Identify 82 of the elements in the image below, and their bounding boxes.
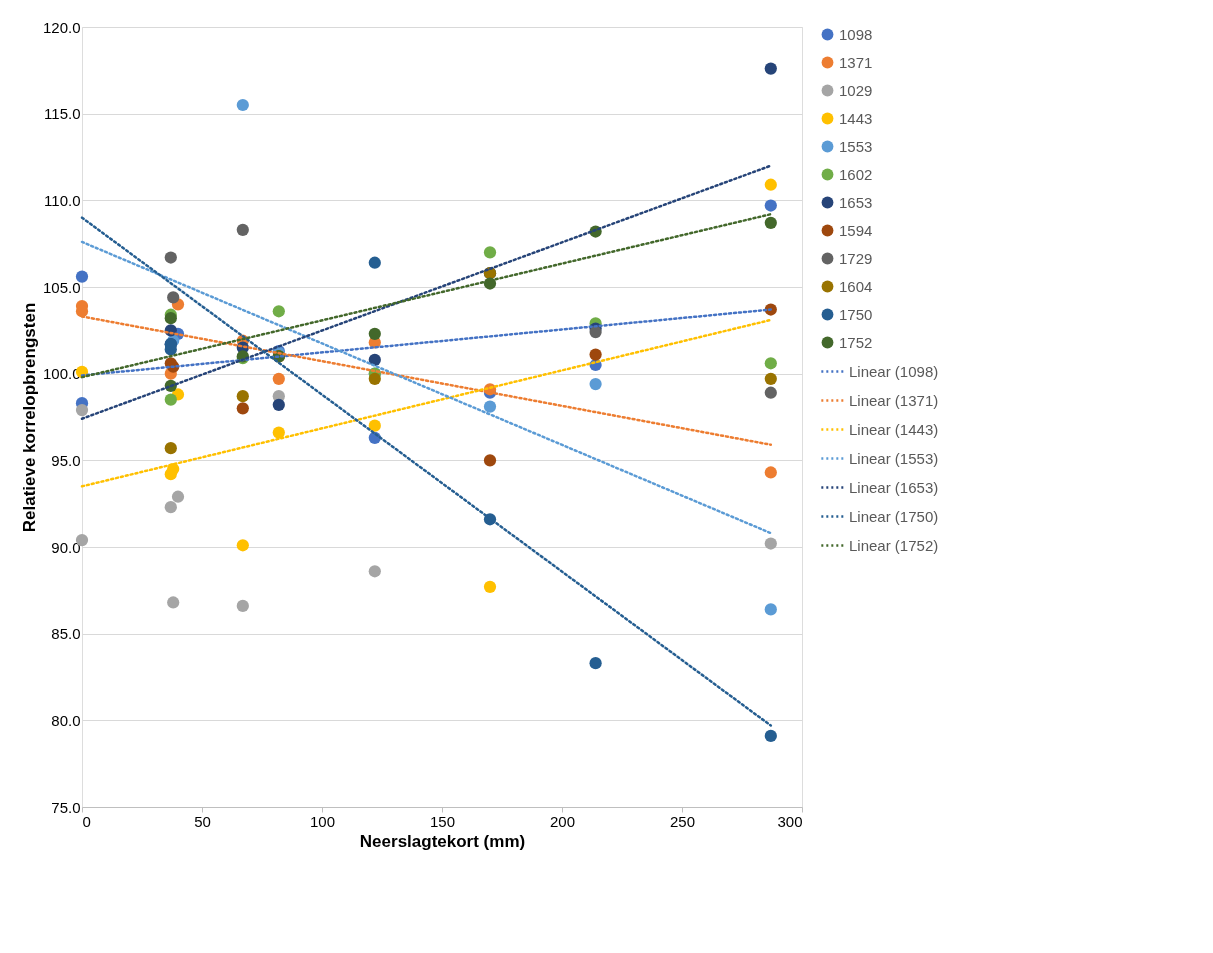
- point: [483, 400, 497, 413]
- legend-label: 1553: [839, 137, 873, 155]
- legend-label: Linear (1098): [849, 362, 939, 380]
- point: [764, 62, 777, 75]
- legend-label: 1750: [839, 305, 873, 323]
- x-tick-label: 150: [429, 812, 456, 830]
- point: [164, 501, 177, 514]
- point: [764, 729, 777, 743]
- y-axis-title: Relatieve korrelopbrengsten: [19, 302, 39, 533]
- point: [272, 305, 285, 318]
- legend-label: Linear (1752): [849, 536, 939, 554]
- point: [483, 454, 497, 467]
- legend-label: Linear (1553): [849, 449, 939, 467]
- legend-label: Linear (1443): [849, 420, 939, 438]
- legend-label: 1602: [839, 165, 873, 183]
- y-tick-label: 80.0: [51, 711, 81, 729]
- point: [272, 372, 285, 385]
- point: [164, 312, 177, 325]
- point: [368, 353, 381, 366]
- point: [764, 386, 777, 399]
- legend-label: Linear (1653): [849, 478, 939, 496]
- point: [368, 372, 381, 385]
- legend-label: Linear (1750): [849, 507, 939, 525]
- point: [589, 348, 602, 361]
- point: [589, 325, 602, 339]
- x-axis-title: Neerslagtekort (mm): [359, 831, 526, 851]
- point: [483, 246, 497, 259]
- point: [75, 403, 89, 417]
- point: [272, 426, 285, 439]
- point: [236, 539, 249, 552]
- point: [368, 256, 381, 269]
- y-tick-label: 75.0: [51, 798, 81, 816]
- point: [483, 580, 497, 593]
- point: [589, 377, 602, 391]
- point: [764, 537, 777, 550]
- point: [589, 657, 602, 670]
- y-tick-label: 110.0: [44, 191, 81, 209]
- point: [236, 402, 249, 415]
- point: [167, 291, 180, 304]
- point: [164, 393, 177, 406]
- legend-label: 1029: [839, 81, 873, 99]
- point: [236, 390, 249, 403]
- legend-label: 1098: [839, 25, 873, 43]
- y-tick-label: 105.0: [42, 278, 81, 296]
- point: [272, 398, 285, 411]
- legend-label: 1653: [839, 193, 873, 211]
- x-tick-label: 300: [777, 812, 803, 830]
- x-tick-label: 250: [669, 812, 696, 830]
- point: [236, 98, 249, 112]
- point: [236, 223, 249, 236]
- point: [764, 178, 777, 191]
- legend-label: Linear (1371): [849, 391, 939, 409]
- point: [167, 596, 180, 609]
- legend-label: 1371: [839, 53, 873, 71]
- point: [75, 270, 89, 283]
- point: [764, 466, 777, 479]
- legend-label: 1443: [839, 109, 873, 127]
- point: [368, 419, 381, 432]
- y-tick-label: 95.0: [51, 451, 81, 469]
- legend-label: 1752: [839, 333, 873, 351]
- point: [164, 251, 177, 264]
- point: [164, 442, 177, 455]
- point: [368, 565, 381, 578]
- point: [368, 327, 381, 340]
- point: [764, 199, 777, 212]
- x-tick-label: 50: [194, 812, 211, 830]
- x-tick-label: 0: [82, 812, 91, 830]
- legend-label: 1729: [839, 249, 873, 267]
- point: [764, 216, 777, 229]
- point: [236, 599, 249, 613]
- legend-label: 1594: [839, 221, 873, 239]
- point: [171, 490, 185, 503]
- y-tick-label: 85.0: [51, 625, 81, 643]
- point: [764, 603, 777, 616]
- x-tick-label: 200: [549, 812, 576, 830]
- y-tick-label: 115.0: [44, 105, 81, 123]
- x-tick-label: 100: [309, 812, 336, 830]
- legend-label: 1604: [839, 277, 873, 295]
- y-tick-label: 120.0: [42, 18, 81, 36]
- point: [764, 357, 777, 370]
- point: [764, 372, 777, 385]
- y-tick-label: 90.0: [51, 538, 81, 556]
